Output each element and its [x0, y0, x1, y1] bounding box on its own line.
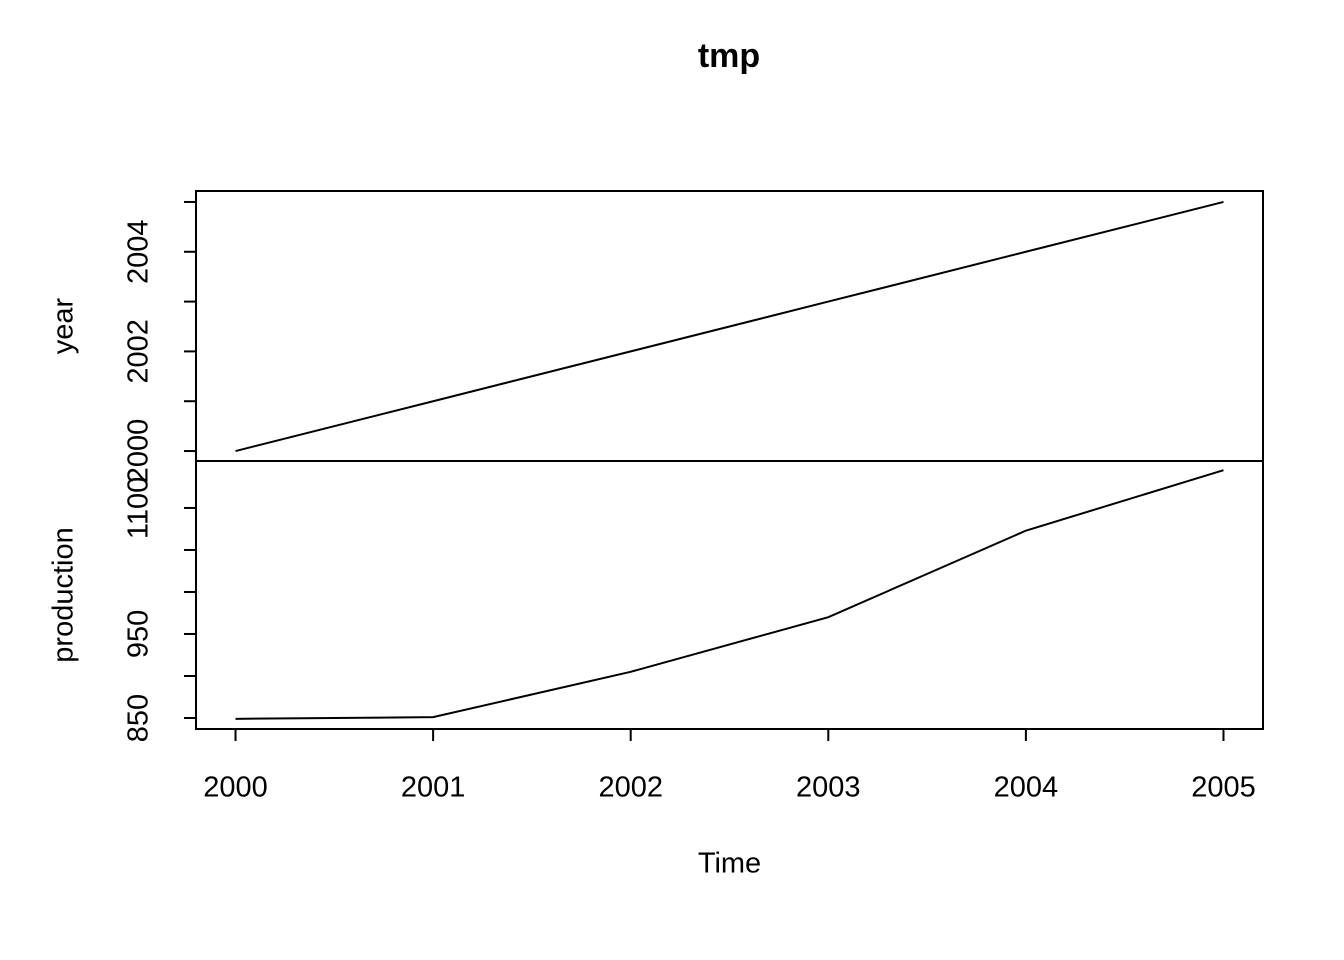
x-axis-label: Time — [698, 848, 761, 880]
x-tick-label: 2003 — [796, 772, 861, 804]
y-tick-label: 1100 — [123, 477, 155, 539]
x-tick-label: 2001 — [401, 772, 466, 804]
y-tick-label: 950 — [123, 610, 155, 658]
series-line — [235, 469, 1224, 720]
y-tick-label: 2002 — [123, 319, 155, 384]
x-tick-label: 2005 — [1191, 772, 1256, 804]
y-tick-label: 2000 — [123, 419, 155, 484]
y-axis-label: year — [48, 297, 80, 354]
x-tick-label: 2002 — [598, 772, 663, 804]
x-tick-label: 2000 — [203, 772, 268, 804]
plot-frame — [195, 460, 1264, 730]
series-line — [235, 200, 1224, 453]
y-tick-label: 850 — [123, 694, 155, 742]
x-tick-label: 2004 — [994, 772, 1059, 804]
y-axis-label: production — [48, 527, 80, 662]
y-tick-label: 2004 — [123, 220, 155, 285]
chart-title: tmp — [698, 37, 760, 75]
